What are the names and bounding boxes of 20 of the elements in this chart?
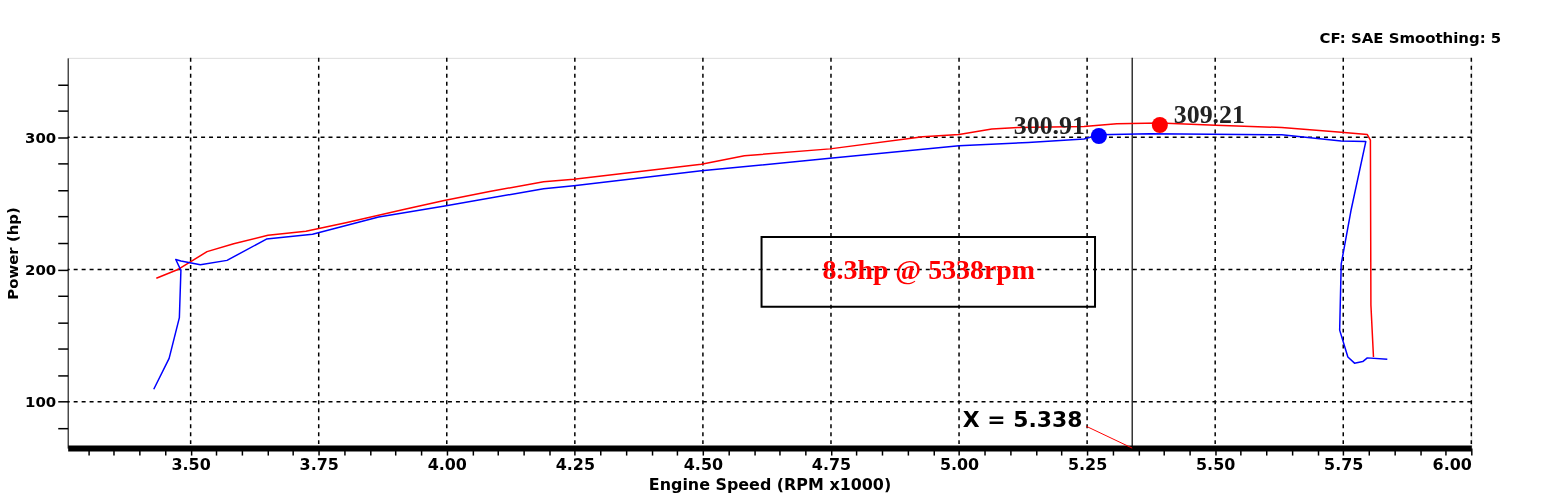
y-tick-label: 300: [25, 128, 57, 147]
x-tick-label: 3.50: [171, 455, 211, 475]
y-axis-title: Power (hp): [4, 207, 23, 300]
y-tick-label: 200: [25, 260, 57, 279]
x-tick-label: 6.00: [1432, 455, 1472, 475]
text: CF: SAE Smoothing: 5: [1319, 28, 1502, 47]
x-tick-label: 4.25: [555, 455, 595, 475]
x-tick-label: 5.50: [1196, 455, 1236, 475]
x-axis-title: Engine Speed (RPM x1000): [648, 475, 892, 495]
x-tick-label: 4.75: [811, 455, 852, 475]
x-tick-label: 4.00: [427, 455, 467, 475]
x-tick-label: 3.75: [299, 455, 339, 475]
annotation: 8.3hp @ 5338rpm: [822, 253, 1036, 285]
x-tick-label: 4.50: [683, 455, 724, 475]
x-tick-label: 5.00: [939, 455, 980, 475]
x-tick-label: 5.75: [1324, 455, 1364, 475]
y-tick-label: 100: [25, 393, 57, 412]
x-tick-label: 5.25: [1067, 455, 1108, 475]
ref-line-label: X = 5.338: [962, 407, 1083, 433]
data-label: 309.21: [1173, 100, 1245, 130]
